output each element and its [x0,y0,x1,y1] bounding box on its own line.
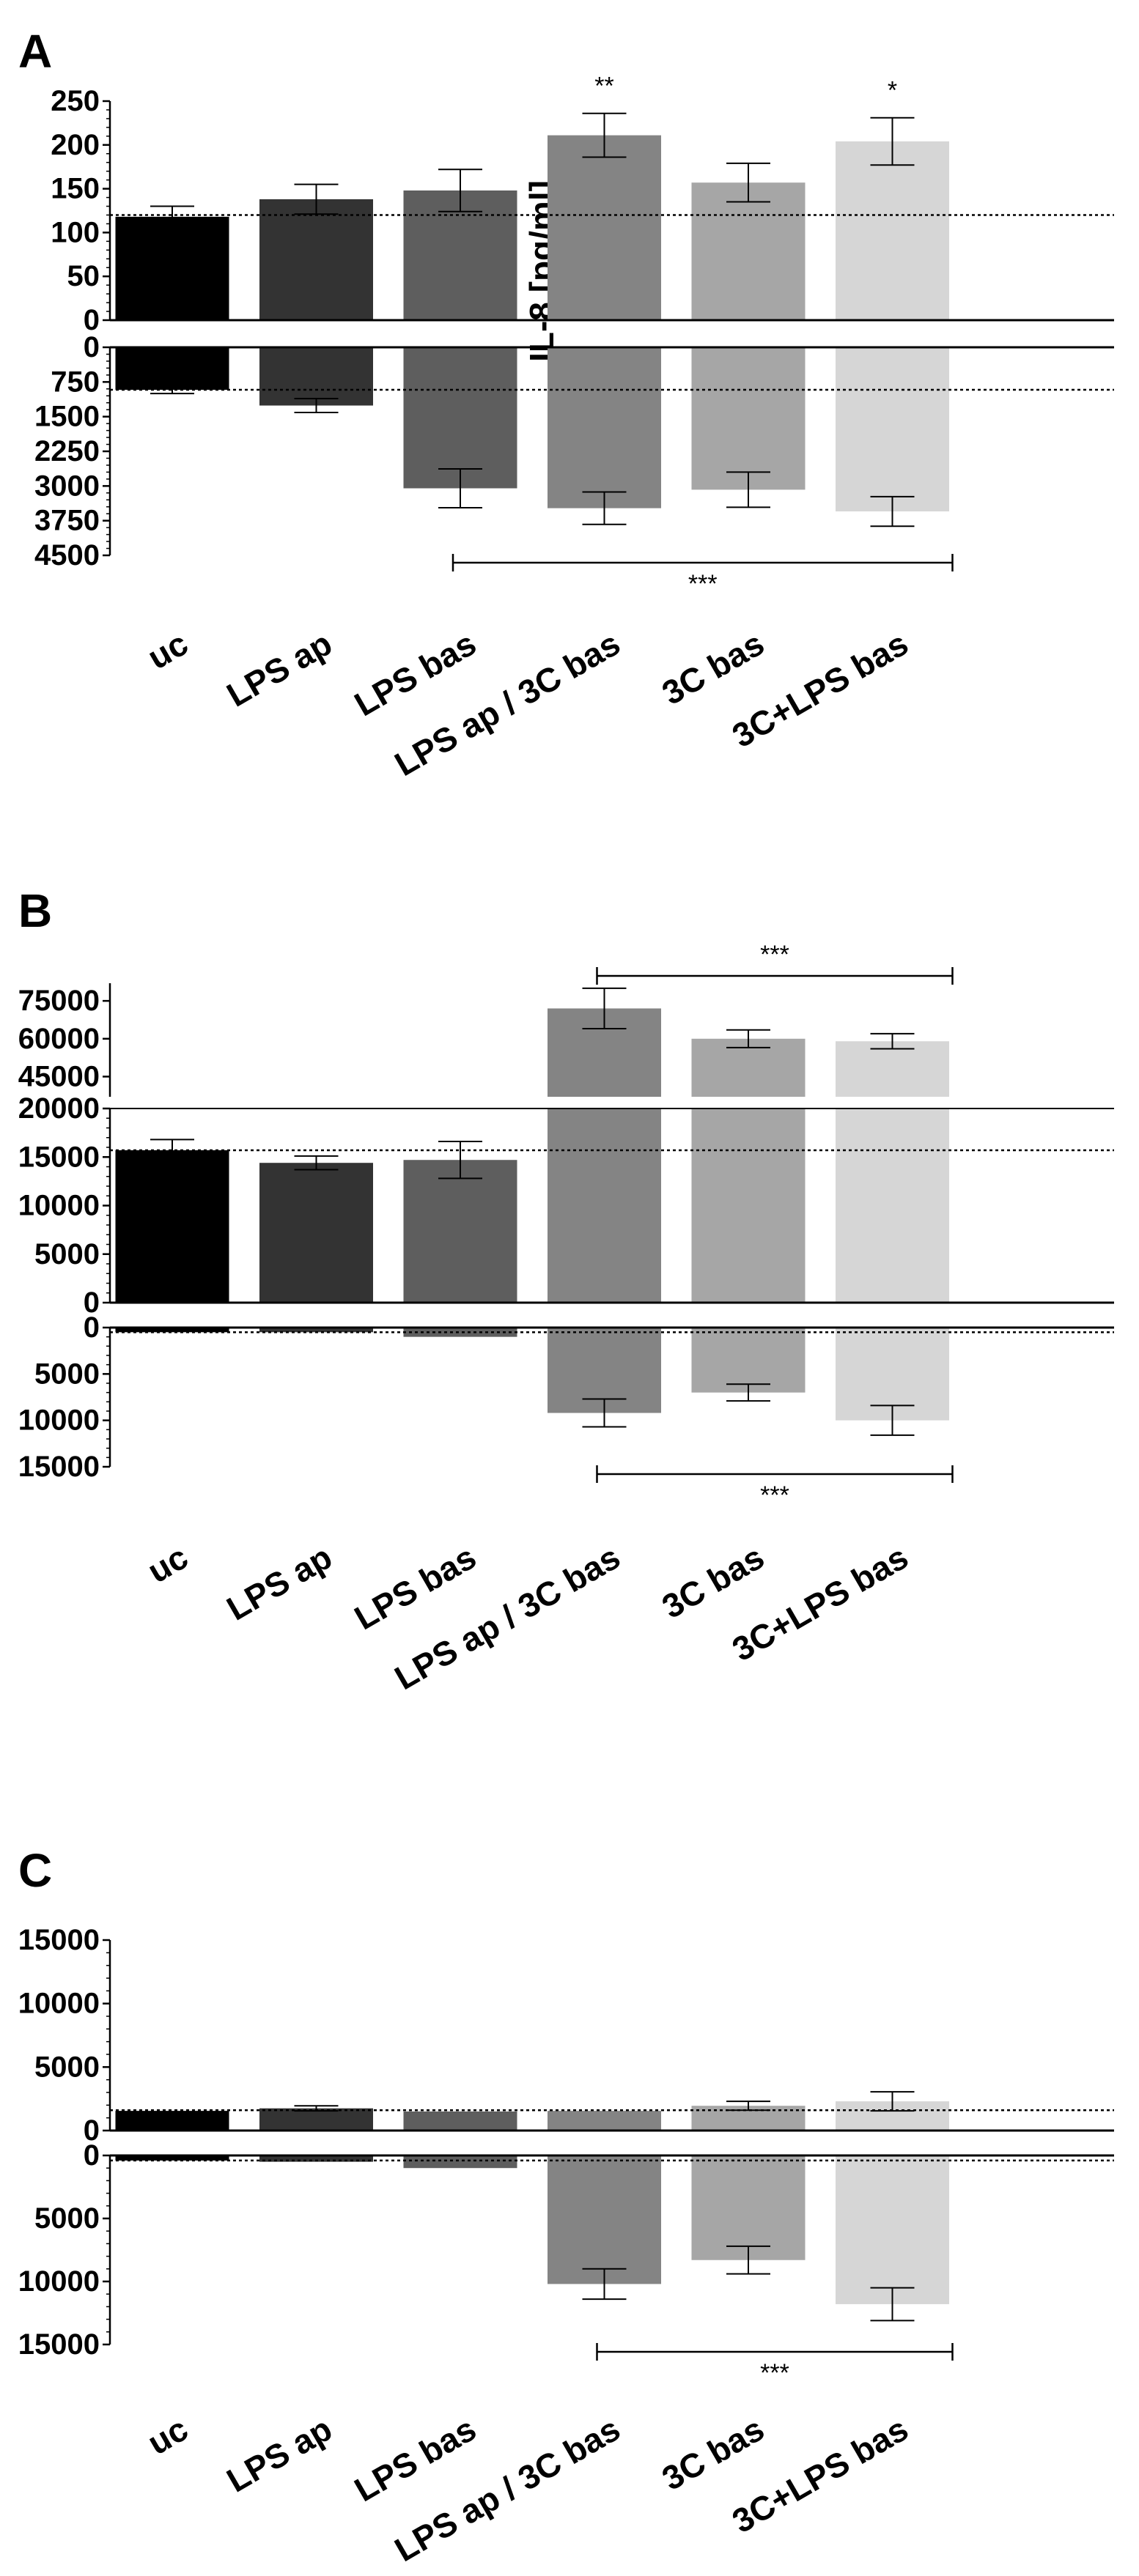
bar-apical [115,2111,229,2131]
bar-basal [403,1328,517,1337]
y-tick-label: 20000 [18,1092,100,1125]
y-tick-label: 0 [84,2139,100,2172]
y-tick-label: 15000 [18,2328,100,2361]
y-tick-label: 10000 [18,1988,100,2020]
panel-letter: A [18,25,52,78]
bar-basal [691,347,806,490]
y-tick-label: 3750 [34,505,100,537]
y-tick-label: 75000 [18,985,100,1017]
bar-apical-upper [836,1041,949,1097]
significance-marker: ** [594,73,613,100]
panel-letter: B [18,884,52,937]
bar-apical [259,2108,373,2131]
y-tick-label: 5000 [34,1238,100,1270]
bar-basal [259,2155,373,2162]
bar-apical [403,1160,517,1303]
significance-label: *** [688,570,718,598]
bar-basal [115,1328,229,1333]
y-tick-label: 0 [84,304,100,336]
y-tick-label: 100 [51,216,100,248]
x-category-label: LPS ap [220,624,338,714]
y-tick-label: 10000 [18,1404,100,1437]
bar-apical [836,141,949,320]
bar-basal [259,347,373,406]
y-tick-label: 150 [51,173,100,205]
y-tick-label: 15000 [18,1141,100,1173]
y-tick-label: 250 [51,85,100,117]
y-tick-label: 60000 [18,1023,100,1055]
bar-apical-upper [691,1038,806,1097]
bar-apical [836,1109,949,1303]
x-category-label: 3C bas [655,624,770,712]
y-tick-label: 5000 [34,2202,100,2235]
bar-apical [548,135,661,320]
y-tick-label: 15000 [18,1451,100,1483]
y-tick-label: 5000 [34,1358,100,1390]
y-tick-label: 45000 [18,1060,100,1092]
bar-basal [259,1328,373,1333]
y-tick-label: 0 [84,1287,100,1319]
bar-basal [115,347,229,391]
y-tick-label: 750 [51,366,100,398]
y-tick-label: 5000 [34,2051,100,2083]
significance-label: *** [760,941,789,969]
bar-apical [259,199,373,320]
y-tick-label: 0 [84,1311,100,1344]
bar-basal [691,2155,806,2260]
panel-letter: C [18,1844,52,1897]
bar-basal [548,347,661,508]
significance-marker: * [888,77,897,105]
bar-apical [259,1163,373,1303]
bar-basal [836,347,949,512]
y-tick-label: 15000 [18,1924,100,1956]
x-category-label: uc [141,624,194,677]
significance-label: *** [760,2359,789,2387]
y-tick-label: 50 [67,260,100,292]
bar-basal [115,2155,229,2161]
bar-apical [691,182,806,320]
bar-apical [548,2111,661,2131]
y-tick-label: 10000 [18,1190,100,1222]
y-tick-label: 0 [84,331,100,363]
bar-basal [836,2155,949,2304]
y-tick-label: 3000 [34,470,100,502]
bar-apical [691,1109,806,1303]
significance-label: *** [760,1481,789,1509]
bar-apical [115,1150,229,1303]
bar-apical [403,2111,517,2131]
y-tick-label: 2250 [34,435,100,467]
x-category-label: LPS ap [220,2410,338,2500]
x-category-label: 3C bas [655,2410,770,2498]
y-tick-label: 1500 [34,401,100,433]
y-tick-label: 200 [51,129,100,161]
y-tick-label: 4500 [34,539,100,571]
x-category-label: uc [141,1538,194,1591]
bar-apical [548,1109,661,1303]
bar-basal [403,2155,517,2169]
bar-basal [691,1328,806,1393]
y-tick-label: 10000 [18,2265,100,2298]
bar-basal [548,2155,661,2284]
bar-apical [115,216,229,320]
x-category-label: 3C bas [655,1538,770,1626]
bar-basal [403,347,517,489]
x-category-label: LPS ap [220,1538,338,1628]
x-category-label: uc [141,2410,194,2462]
y-tick-label: 0 [84,2114,100,2147]
